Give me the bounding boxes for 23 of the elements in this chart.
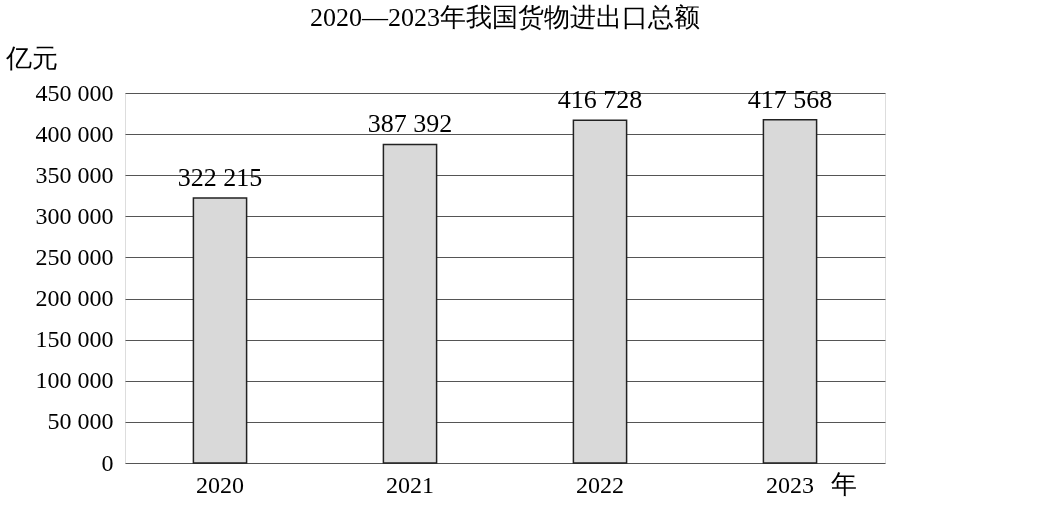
bar: [192, 197, 248, 464]
y-tick-label: 350 000: [35, 161, 114, 188]
data-label: 387 392: [367, 109, 453, 139]
y-tick-label: 450 000: [35, 79, 114, 106]
chart-title: 2020—2023年我国货物进出口总额: [310, 3, 700, 32]
y-tick-label: 100 000: [35, 367, 114, 394]
bar: [572, 119, 628, 464]
bar: [382, 143, 438, 464]
y-tick-label: 0: [101, 449, 114, 476]
y-tick-label: 50 000: [47, 408, 114, 435]
x-tick-label: 2020: [196, 471, 244, 498]
bar: [762, 118, 818, 464]
y-tick-label: 200 000: [35, 285, 114, 312]
x-tick-label: 2022: [576, 471, 624, 498]
data-label: 416 728: [557, 85, 643, 115]
x-tick-label: 2023: [766, 471, 814, 498]
y-tick-label: 400 000: [35, 120, 114, 147]
x-tick-label: 2021: [386, 471, 434, 498]
x-axis-title: 年: [830, 469, 857, 499]
y-axis-title: 亿元: [4, 43, 58, 73]
y-tick-label: 150 000: [35, 326, 114, 353]
y-tick-label: 250 000: [35, 243, 114, 270]
y-tick-label: 300 000: [35, 202, 114, 229]
